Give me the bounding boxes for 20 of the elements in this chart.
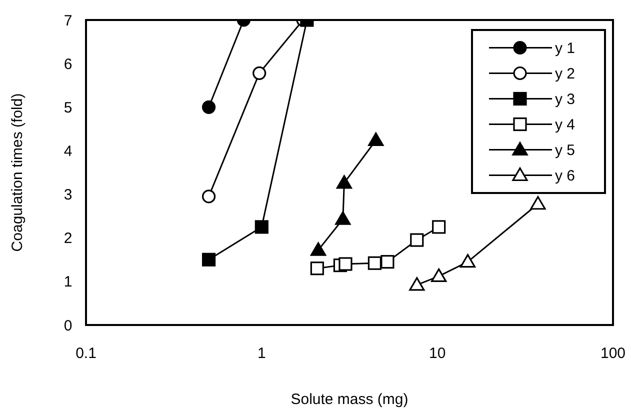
- y-tick-label: 0: [64, 317, 72, 334]
- x-tick-label: 10: [428, 345, 446, 362]
- x-tick-label: 100: [600, 345, 626, 362]
- y-tick-label: 4: [64, 142, 72, 160]
- legend-label: y 3: [555, 91, 576, 108]
- legend-label: y 1: [555, 40, 576, 57]
- x-axis-title: Solute mass (mg): [290, 391, 408, 408]
- y-tick-label: 1: [64, 274, 72, 291]
- x-tick-label: 0.1: [76, 345, 96, 362]
- legend-label: y 2: [555, 66, 576, 82]
- y-tick-label: 7: [64, 12, 72, 30]
- x-tick-label: 1: [257, 345, 266, 362]
- y-tick-label: 5: [64, 99, 72, 116]
- y-tick-label: 2: [64, 230, 72, 248]
- legend-label: y 6: [555, 168, 576, 184]
- y-tick-label: 3: [64, 186, 72, 204]
- legend-label: y 5: [555, 142, 576, 159]
- legend-label: y 4: [555, 116, 576, 134]
- y-axis-title: Coagulation times (fold): [9, 93, 26, 252]
- y-tick-label: 6: [64, 56, 72, 73]
